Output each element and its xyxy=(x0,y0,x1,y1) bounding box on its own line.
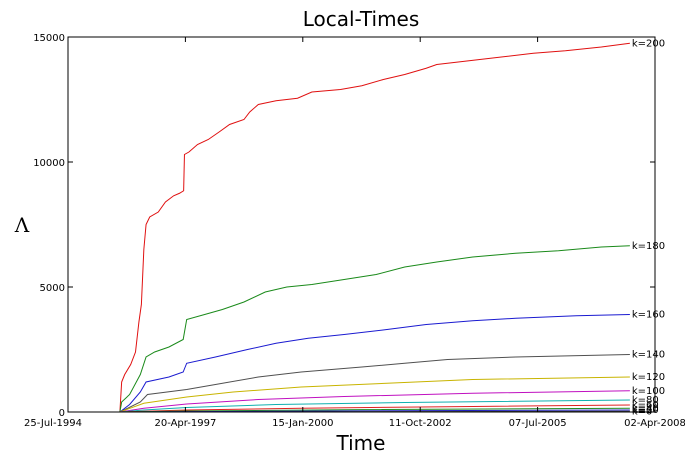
series-line-k-160 xyxy=(119,314,630,413)
x-tick-label: 25-Jul-1994 xyxy=(24,418,82,429)
series-line-k-180 xyxy=(119,245,630,413)
x-tick-label: 20-Apr-1997 xyxy=(154,418,216,429)
x-tick-label: 15-Jan-2000 xyxy=(272,418,333,429)
plot-area-background xyxy=(68,37,655,412)
x-tick-label: 02-Apr-2008 xyxy=(624,418,685,429)
series-label-k-100: k=100 xyxy=(632,386,665,397)
series-label-k-160: k=160 xyxy=(632,310,665,321)
x-tick-label: 11-Oct-2002 xyxy=(389,418,452,429)
series-label-k-140: k=140 xyxy=(632,350,665,361)
series-label-k-180: k=180 xyxy=(632,241,665,252)
series-label-k-120: k=120 xyxy=(632,372,665,383)
series-label-k-40: k=40 xyxy=(632,403,659,414)
series-line-k-60 xyxy=(119,404,630,413)
series-label-k-60: k=60 xyxy=(632,400,659,411)
y-axis-title: Λ xyxy=(14,213,30,237)
series-line-k-80 xyxy=(119,399,630,413)
series-line-k-200 xyxy=(119,42,630,413)
chart-title: Local-Times xyxy=(303,7,420,31)
y-tick-label: 0 xyxy=(59,408,65,419)
series-label-k-80: k=80 xyxy=(632,395,659,406)
series-label-k-20: k=20 xyxy=(632,405,659,416)
plot-frame xyxy=(67,36,656,413)
series-line-k-140 xyxy=(119,354,630,413)
y-tick-label: 10000 xyxy=(33,158,65,169)
series-line-k-100 xyxy=(119,390,630,413)
series-line-k-120 xyxy=(119,376,630,413)
x-axis-ticks: 25-Jul-1994 20-Apr-1997 15-Jan-2000 11-Oct-… xyxy=(24,37,685,429)
x-tick-label: 07-Jul-2005 xyxy=(509,418,567,429)
y-tick-label: 15000 xyxy=(33,33,65,44)
series-label-k-200: k=200 xyxy=(632,38,665,49)
x-axis-title: Time xyxy=(336,431,386,455)
y-axis-ticks: 0 5000 10000 15000 xyxy=(33,33,655,419)
y-tick-label: 5000 xyxy=(40,283,65,294)
